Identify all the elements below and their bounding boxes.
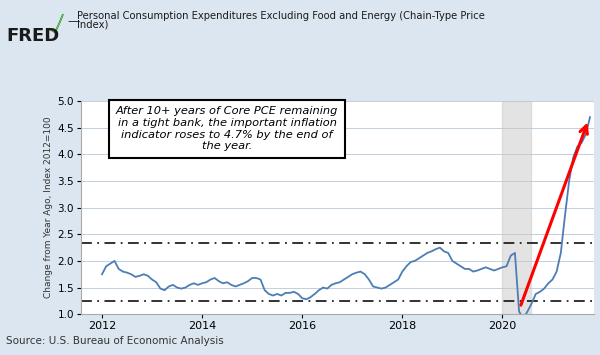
- Bar: [502, 101, 532, 314]
- Text: —: —: [67, 15, 80, 28]
- Text: After 10+ years of Core PCE remaining
in a tight bank, the important inflation
i: After 10+ years of Core PCE remaining in…: [116, 106, 338, 151]
- Text: Source: U.S. Bureau of Economic Analysis: Source: U.S. Bureau of Economic Analysis: [6, 336, 224, 346]
- Text: FRED: FRED: [6, 27, 59, 45]
- Text: Index): Index): [77, 20, 108, 29]
- Text: Personal Consumption Expenditures Excluding Food and Energy (Chain-Type Price: Personal Consumption Expenditures Exclud…: [77, 11, 485, 21]
- Y-axis label: Change from Year Ago, Index 2012=100: Change from Year Ago, Index 2012=100: [44, 117, 53, 299]
